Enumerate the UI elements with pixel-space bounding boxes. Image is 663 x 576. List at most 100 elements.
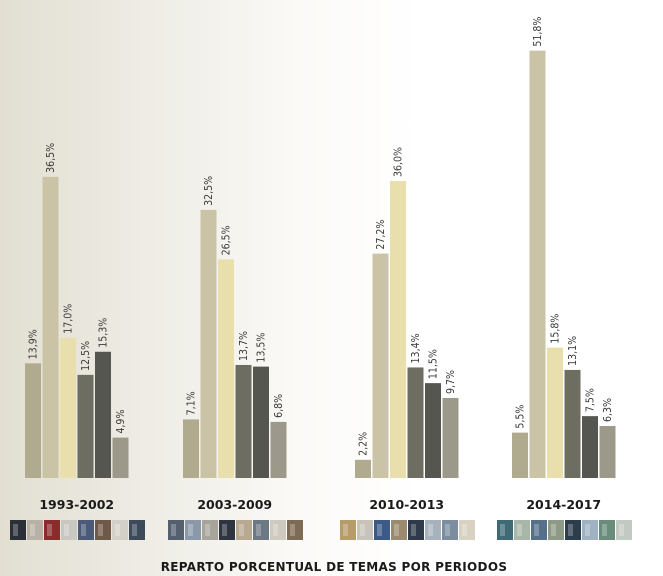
bars-layer — [25, 50, 616, 479]
bar-2014-2017-6 — [599, 426, 616, 478]
bar-2003-2009-6 — [270, 421, 287, 478]
period-label-2003-2009: 2003-2009 — [197, 497, 272, 512]
value-label-2010-2013-2: 27,2% — [375, 220, 387, 250]
bar-2014-2017-1 — [512, 432, 528, 478]
thumbnail-image — [599, 520, 615, 540]
bar-2003-2009-2 — [200, 209, 217, 478]
thumbnail-image — [616, 520, 632, 540]
value-label-2014-2017-4: 13,1% — [567, 336, 579, 366]
period-label-2014-2017: 2014-2017 — [526, 497, 601, 512]
thumbnail-image — [497, 520, 513, 540]
value-label-2014-2017-2: 51,8% — [532, 17, 544, 47]
value-label-2010-2013-4: 13,4% — [410, 333, 422, 363]
thumbnail-image — [236, 520, 252, 540]
value-label-2003-2009-4: 13,7% — [238, 331, 250, 361]
thumbnail-image — [61, 520, 77, 540]
thumbnail-detail — [394, 524, 399, 536]
bar-2010-2013-2 — [372, 253, 389, 478]
thumbnail-image — [270, 520, 286, 540]
bar-2010-2013-3 — [390, 181, 406, 478]
thumbnail-detail — [13, 524, 18, 536]
bar-2014-2017-2 — [529, 50, 546, 479]
thumbnail-image — [582, 520, 598, 540]
thumbnail-detail — [585, 524, 590, 536]
thumbnail-detail — [64, 524, 69, 536]
bar-2003-2009-3 — [218, 259, 234, 478]
thumbnail-detail — [98, 524, 103, 536]
thumbnail-detail — [462, 524, 467, 536]
thumbnail-image — [219, 520, 235, 540]
thumbnail-detail — [132, 524, 137, 536]
thumbnail-detail — [568, 524, 573, 536]
thumbnail-image — [459, 520, 475, 540]
thumbnail-detail — [171, 524, 176, 536]
bar-2010-2013-4 — [407, 367, 424, 478]
value-label-2014-2017-6: 6,3% — [602, 398, 614, 422]
thumbnail-image — [168, 520, 184, 540]
value-label-1993-2002-6: 4,9% — [115, 410, 127, 434]
thumbnail-detail — [500, 524, 505, 536]
value-label-2010-2013-5: 11,5% — [428, 349, 440, 379]
thumbnail-image — [27, 520, 43, 540]
thumbnail-detail — [30, 524, 35, 536]
thumbnail-detail — [205, 524, 210, 536]
value-label-1993-2002-3: 17,0% — [63, 304, 75, 334]
thumbnail-image — [340, 520, 356, 540]
value-label-1993-2002-4: 12,5% — [80, 341, 92, 371]
thumbnail-image — [112, 520, 128, 540]
bar-1993-2002-4 — [77, 374, 94, 478]
period-labels-layer: 1993-2002 2003-2009 2010-2013 2014-2017 — [39, 497, 601, 512]
thumbnail-detail — [256, 524, 261, 536]
thumbnail-image — [548, 520, 564, 540]
value-label-2003-2009-2: 32,5% — [203, 176, 215, 206]
thumbnail-detail — [377, 524, 382, 536]
thumbnail-detail — [343, 524, 348, 536]
bar-2014-2017-5 — [582, 416, 598, 478]
value-label-2003-2009-5: 13,5% — [256, 333, 268, 363]
thumbnail-detail — [360, 524, 365, 536]
thumbnail-image — [44, 520, 60, 540]
thumbnail-image — [129, 520, 145, 540]
value-label-1993-2002-5: 15,3% — [98, 318, 110, 348]
value-label-1993-2002-2: 36,5% — [45, 143, 57, 173]
bar-2014-2017-4 — [564, 369, 581, 478]
bar-1993-2002-6 — [112, 437, 129, 478]
thumbnail-detail — [602, 524, 607, 536]
thumbnail-detail — [619, 524, 624, 536]
thumbnail-detail — [222, 524, 227, 536]
thumbnail-image — [565, 520, 581, 540]
bar-2010-2013-6 — [442, 397, 459, 478]
value-label-2014-2017-3: 15,8% — [550, 314, 562, 344]
thumbnail-image — [185, 520, 201, 540]
bar-2003-2009-5 — [253, 366, 269, 478]
chart-title: REPARTO PORCENTUAL DE TEMAS POR PERIODOS — [161, 560, 508, 574]
thumbnail-image — [514, 520, 530, 540]
thumbnail-detail — [47, 524, 52, 536]
thumbnail-detail — [188, 524, 193, 536]
bar-2003-2009-4 — [235, 364, 252, 478]
thumbnail-image — [408, 520, 424, 540]
thumbnail-detail — [411, 524, 416, 536]
value-label-2003-2009-1: 7,1% — [186, 391, 198, 415]
value-label-2014-2017-5: 7,5% — [585, 388, 597, 412]
thumbnail-detail — [290, 524, 295, 536]
thumbnail-image — [391, 520, 407, 540]
thumbnail-strip — [10, 520, 632, 540]
period-label-2010-2013: 2010-2013 — [369, 497, 444, 512]
thumbnail-image — [357, 520, 373, 540]
bar-2003-2009-1 — [183, 419, 199, 478]
thumbnail-detail — [81, 524, 86, 536]
thumbnail-detail — [534, 524, 539, 536]
thumbnail-detail — [445, 524, 450, 536]
thumbnail-image — [95, 520, 111, 540]
value-label-2010-2013-1: 2,2% — [358, 432, 370, 456]
thumbnail-image — [531, 520, 547, 540]
thumbnail-image — [10, 520, 26, 540]
bar-1993-2002-2 — [42, 176, 59, 478]
bar-1993-2002-1 — [25, 363, 41, 478]
thumbnail-image — [287, 520, 303, 540]
bar-2010-2013-1 — [355, 459, 371, 478]
period-label-1993-2002: 1993-2002 — [39, 497, 114, 512]
bar-1993-2002-5 — [95, 351, 111, 478]
value-label-1993-2002-1: 13,9% — [28, 329, 40, 359]
